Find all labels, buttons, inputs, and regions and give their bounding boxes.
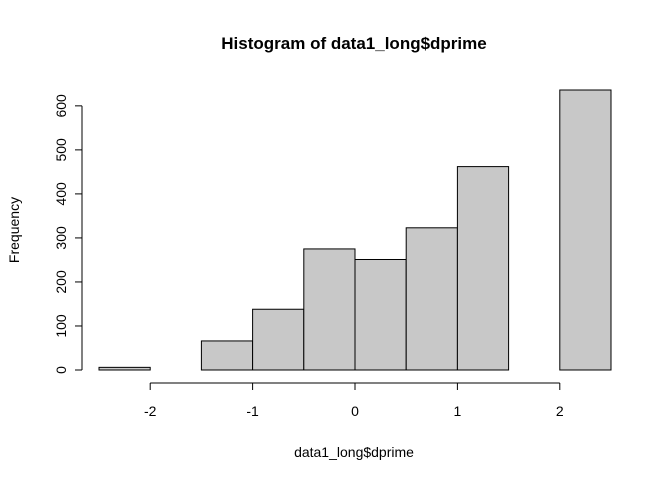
- y-tick-label: 400: [53, 182, 69, 206]
- histogram-bar-2: [200, 340, 254, 371]
- y-tick-label: 600: [53, 94, 69, 118]
- y-tick-label: 100: [53, 314, 69, 338]
- x-tick-label: 0: [351, 403, 359, 419]
- histogram-bar-4: [303, 248, 356, 371]
- y-axis: 0 100 200 300 400 500 600: [53, 94, 83, 374]
- y-tick-label: 0: [53, 366, 69, 374]
- x-tick-label: -2: [144, 403, 157, 419]
- x-tick-label: 2: [556, 403, 564, 419]
- histogram-bar-9: [559, 89, 612, 371]
- chart-title: Histogram of data1_long$dprime: [221, 34, 486, 53]
- x-tick-label: -1: [246, 403, 259, 419]
- histogram-bar-7: [456, 166, 510, 371]
- histogram-bar-5: [354, 258, 407, 371]
- histogram-bar-6: [405, 227, 458, 371]
- histogram-bar-3: [252, 308, 305, 371]
- x-axis-label: data1_long$dprime: [294, 444, 414, 460]
- histogram-bar-0: [98, 366, 151, 371]
- y-axis-label: Frequency: [6, 197, 22, 263]
- y-tick-label: 300: [53, 226, 69, 250]
- x-axis: -2 -1 0 1 2: [144, 382, 564, 419]
- y-tick-label: 500: [53, 138, 69, 162]
- y-tick-label: 200: [53, 270, 69, 294]
- x-tick-label: 1: [454, 403, 462, 419]
- bars-group: [98, 89, 612, 371]
